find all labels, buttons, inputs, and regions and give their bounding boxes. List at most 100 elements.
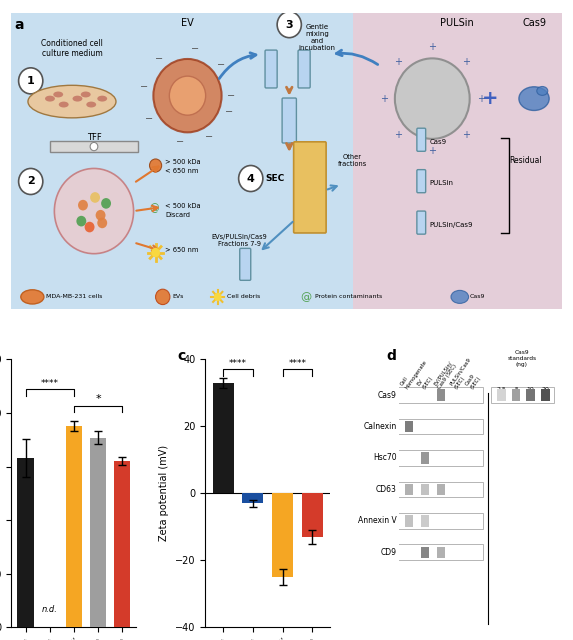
- Ellipse shape: [28, 85, 116, 118]
- Text: Discard: Discard: [166, 212, 190, 218]
- Bar: [405, 484, 413, 495]
- Bar: [497, 390, 505, 401]
- Text: d: d: [386, 349, 396, 363]
- FancyBboxPatch shape: [293, 142, 326, 233]
- FancyBboxPatch shape: [298, 50, 310, 88]
- Text: MDA-MB-231 cells: MDA-MB-231 cells: [46, 294, 102, 300]
- Circle shape: [18, 68, 43, 94]
- Ellipse shape: [53, 92, 63, 97]
- Text: SEC: SEC: [266, 174, 285, 183]
- Text: Gentle
mixing
and
incubation: Gentle mixing and incubation: [299, 24, 335, 51]
- Text: Other
fractions: Other fractions: [338, 154, 367, 167]
- Text: EVs: EVs: [172, 294, 183, 300]
- Circle shape: [156, 289, 170, 305]
- Text: EVs/PULSin/Cas9
Fractions 7-9: EVs/PULSin/Cas9 Fractions 7-9: [212, 234, 268, 247]
- Bar: [393, 450, 482, 466]
- Text: > 650 nm: > 650 nm: [166, 247, 199, 253]
- Text: Cas9: Cas9: [430, 139, 446, 145]
- Circle shape: [154, 59, 222, 132]
- Text: Calnexin: Calnexin: [363, 422, 397, 431]
- Text: 20: 20: [541, 387, 550, 392]
- Bar: [527, 390, 535, 401]
- Text: +: +: [428, 146, 436, 156]
- Circle shape: [150, 159, 162, 172]
- FancyBboxPatch shape: [417, 128, 426, 151]
- FancyBboxPatch shape: [417, 170, 426, 193]
- Text: *: *: [95, 394, 101, 404]
- Bar: [393, 419, 482, 435]
- Text: Protein contaminants: Protein contaminants: [315, 294, 382, 300]
- Text: < 500 kDa: < 500 kDa: [166, 203, 201, 209]
- Text: +: +: [462, 57, 470, 67]
- Circle shape: [395, 58, 470, 139]
- Text: a: a: [14, 17, 23, 31]
- Text: ****: ****: [41, 380, 59, 388]
- Bar: [437, 390, 445, 401]
- Bar: [65, 426, 83, 627]
- Text: −: −: [176, 138, 184, 147]
- Text: Cell debris: Cell debris: [227, 294, 260, 300]
- Ellipse shape: [537, 86, 548, 95]
- Text: EV/PULSin/
Cas9 (SEC): EV/PULSin/ Cas9 (SEC): [433, 360, 458, 390]
- Circle shape: [85, 221, 95, 232]
- Bar: [437, 547, 445, 558]
- Text: −: −: [217, 60, 225, 70]
- FancyBboxPatch shape: [417, 211, 426, 234]
- Bar: [491, 387, 554, 403]
- Text: +: +: [477, 93, 485, 104]
- Text: CD9: CD9: [380, 548, 397, 557]
- Text: c: c: [178, 349, 186, 363]
- Text: +: +: [462, 131, 470, 140]
- Circle shape: [76, 216, 87, 227]
- Circle shape: [96, 210, 105, 221]
- Bar: [272, 493, 293, 577]
- Text: Residual: Residual: [509, 156, 542, 165]
- Ellipse shape: [73, 95, 83, 102]
- Text: −: −: [191, 44, 199, 54]
- Circle shape: [78, 200, 88, 211]
- Bar: [405, 515, 413, 527]
- Bar: [213, 383, 234, 493]
- Ellipse shape: [519, 87, 549, 111]
- Circle shape: [214, 292, 222, 301]
- Bar: [302, 493, 323, 537]
- Bar: [17, 458, 34, 627]
- Text: PULSin: PULSin: [440, 17, 474, 28]
- Text: PULSin/Cas9
(SEC): PULSin/Cas9 (SEC): [449, 356, 476, 390]
- Text: < 650 nm: < 650 nm: [166, 168, 199, 174]
- Text: 3: 3: [285, 20, 293, 29]
- Circle shape: [90, 192, 100, 203]
- Circle shape: [54, 168, 134, 253]
- Text: ****: ****: [229, 359, 247, 368]
- Text: PULSin/Cas9: PULSin/Cas9: [430, 221, 473, 228]
- Bar: [421, 484, 429, 495]
- Circle shape: [277, 12, 301, 38]
- Text: ****: ****: [289, 359, 307, 368]
- Text: > 500 kDa: > 500 kDa: [166, 159, 201, 165]
- Text: Cas9: Cas9: [522, 17, 546, 28]
- Bar: [541, 390, 550, 401]
- Ellipse shape: [45, 95, 55, 102]
- Circle shape: [18, 168, 43, 195]
- Ellipse shape: [87, 102, 96, 108]
- Bar: [352, 13, 562, 308]
- Bar: [421, 547, 429, 558]
- Text: Cas9
standards
(ng): Cas9 standards (ng): [507, 350, 536, 367]
- Bar: [512, 390, 520, 401]
- Circle shape: [97, 218, 107, 228]
- Bar: [421, 452, 429, 464]
- Text: Cas9: Cas9: [378, 390, 397, 399]
- Text: Conditioned cell
culture medium: Conditioned cell culture medium: [41, 38, 103, 58]
- Circle shape: [238, 166, 263, 191]
- Text: TFF: TFF: [87, 132, 101, 141]
- Text: Annexin V: Annexin V: [358, 516, 397, 525]
- Bar: [242, 493, 263, 504]
- Circle shape: [170, 76, 206, 115]
- Text: Cas9
(SEC): Cas9 (SEC): [465, 372, 482, 390]
- Ellipse shape: [81, 92, 91, 97]
- Text: 4: 4: [247, 173, 254, 184]
- Bar: [421, 515, 429, 527]
- Text: EV
(SEC): EV (SEC): [416, 372, 433, 390]
- Text: Hsc70: Hsc70: [373, 454, 397, 463]
- Bar: [405, 421, 413, 432]
